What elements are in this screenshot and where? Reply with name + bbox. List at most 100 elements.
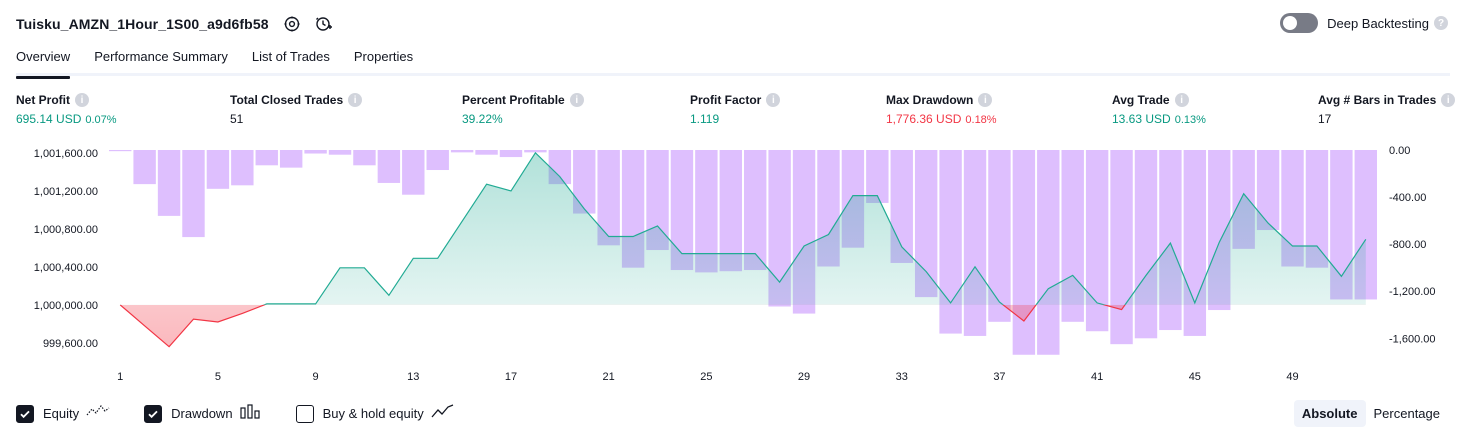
metric-max-drawdown: Max Drawdown i 1,776.36 USD 0.18% <box>886 93 997 126</box>
info-icon[interactable]: i <box>766 93 781 107</box>
deep-backtesting: Deep Backtesting ? <box>1280 13 1448 33</box>
x-tick-label: 33 <box>896 371 908 383</box>
x-tick-label: 25 <box>700 371 712 383</box>
metric-label: Profit Factor <box>690 93 762 107</box>
y-right-tick-label: 0.00 <box>1389 145 1410 157</box>
metric-percent: 0.18% <box>965 114 997 126</box>
metric-value: 695.14 USD <box>16 112 82 126</box>
strategy-replay-icon[interactable] <box>315 15 333 33</box>
metric-label: Max Drawdown <box>886 93 974 107</box>
drawdown-bar <box>524 150 547 153</box>
drawdown-bar <box>206 150 230 189</box>
equity-line-profit <box>120 151 1367 305</box>
drawdown-bar <box>768 150 791 307</box>
metric-percent: 0.13% <box>1174 114 1206 126</box>
info-icon[interactable]: i <box>978 93 993 107</box>
drawdown-bar <box>231 150 254 186</box>
drawdown-bar <box>475 150 498 155</box>
metric-value: 17 <box>1318 112 1332 126</box>
absolute-button[interactable]: Absolute <box>1293 400 1366 427</box>
tab-overview[interactable]: Overview <box>16 44 71 79</box>
metric-percent-profitable: Percent Profitable i 39.22% <box>462 93 584 126</box>
drawdown-bars-icon <box>239 403 262 424</box>
drawdown-bars <box>109 150 1377 355</box>
info-icon[interactable]: i <box>348 93 363 107</box>
legend-drawdown[interactable]: Drawdown <box>144 403 261 424</box>
x-tick-label: 41 <box>1091 371 1103 383</box>
help-icon[interactable]: ? <box>1434 16 1448 30</box>
info-icon[interactable]: i <box>1174 93 1189 107</box>
tab-performance-summary[interactable]: Performance Summary <box>94 49 228 64</box>
metric-net-profit: Net Profit i 695.14 USD 0.07% <box>16 93 117 126</box>
metric-value: 13.63 USD <box>1112 112 1171 126</box>
drawdown-bar <box>377 150 401 183</box>
settings-icon[interactable] <box>283 15 301 33</box>
y-right-tick-label: -400.00 <box>1389 192 1426 204</box>
equity-drawdown-chart[interactable]: 1,001,600.00 1,001,200.00 1,000,800.00 1,00… <box>0 140 1466 395</box>
metric-label: Avg Trade <box>1112 93 1170 107</box>
x-tick-label: 37 <box>993 371 1005 383</box>
chart-legend: Equity Drawdown Buy & hold equity <box>16 403 489 424</box>
deep-backtesting-label: Deep Backtesting <box>1327 15 1429 31</box>
drawdown-bar <box>1256 150 1280 231</box>
drawdown-bar <box>866 150 889 203</box>
buy-hold-checkbox[interactable] <box>295 404 314 423</box>
drawdown-bar <box>939 150 962 334</box>
legend-equity[interactable]: Equity <box>16 403 110 424</box>
drawdown-checkbox[interactable] <box>144 404 163 423</box>
y-left-tick-label: 1,000,400.00 <box>34 262 98 274</box>
metric-avg-trade: Avg Trade i 13.63 USD 0.13% <box>1112 93 1206 126</box>
drawdown-bar <box>963 150 987 336</box>
drawdown-bar <box>597 150 620 246</box>
x-tick-label: 49 <box>1286 371 1298 383</box>
drawdown-bar <box>914 150 938 298</box>
drawdown-bar <box>133 150 156 185</box>
metric-label: Avg # Bars in Trades <box>1318 93 1437 107</box>
drawdown-bar <box>402 150 425 195</box>
percentage-button[interactable]: Percentage <box>1373 406 1441 421</box>
drawdown-bar <box>1110 150 1133 345</box>
chart-axes: 1,001,600.00 1,001,200.00 1,000,800.00 1,00… <box>34 145 1436 383</box>
legend-buy-hold[interactable]: Buy & hold equity <box>295 403 455 424</box>
equity-area-profit <box>264 152 1366 305</box>
y-left-tick-label: 1,000,000.00 <box>34 300 98 312</box>
deep-backtesting-toggle[interactable] <box>1280 13 1319 33</box>
x-tick-label: 5 <box>215 371 221 383</box>
metric-avg-bars: Avg # Bars in Trades i 17 <box>1318 93 1456 126</box>
metric-value: 39.22% <box>462 112 503 126</box>
drawdown-bar <box>450 150 474 153</box>
drawdown-bar <box>426 150 449 171</box>
equity-line-icon <box>86 403 110 424</box>
info-icon[interactable]: i <box>569 93 584 107</box>
drawdown-bar <box>328 150 352 155</box>
display-mode-toggle: Absolute Percentage <box>1293 400 1448 427</box>
drawdown-bar <box>499 150 523 158</box>
drawdown-bar <box>353 150 376 166</box>
drawdown-bar <box>255 150 278 166</box>
drawdown-bar <box>279 150 303 168</box>
equity-area-loss <box>120 304 1366 347</box>
metric-label: Percent Profitable <box>462 93 565 107</box>
tab-properties[interactable]: Properties <box>353 49 414 64</box>
legend-buy-hold-label: Buy & hold equity <box>322 406 424 421</box>
y-left-tick-label: 999,600.00 <box>43 338 98 350</box>
metric-value: 1,776.36 USD <box>886 112 962 126</box>
equity-checkbox[interactable] <box>16 404 34 423</box>
strategy-name: Tuisku_AMZN_1Hour_1S00_a9d6fb58 <box>16 16 269 32</box>
drawdown-bar <box>1037 150 1060 355</box>
x-tick-label: 9 <box>313 371 319 383</box>
info-icon[interactable]: i <box>1441 93 1456 107</box>
tab-list-of-trades[interactable]: List of Trades <box>251 49 330 64</box>
equity-series <box>119 151 1367 348</box>
drawdown-bar <box>1085 150 1109 332</box>
drawdown-bar <box>1281 150 1304 267</box>
drawdown-bar <box>695 150 718 273</box>
y-right-tick-label: -800.00 <box>1389 239 1426 251</box>
drawdown-bar <box>109 150 132 152</box>
drawdown-bar <box>988 150 1011 322</box>
drawdown-bar <box>182 150 205 238</box>
buy-hold-line-icon <box>431 403 455 424</box>
y-left-tick-label: 1,001,200.00 <box>34 186 98 198</box>
x-tick-label: 13 <box>407 371 419 383</box>
info-icon[interactable]: i <box>75 93 89 107</box>
